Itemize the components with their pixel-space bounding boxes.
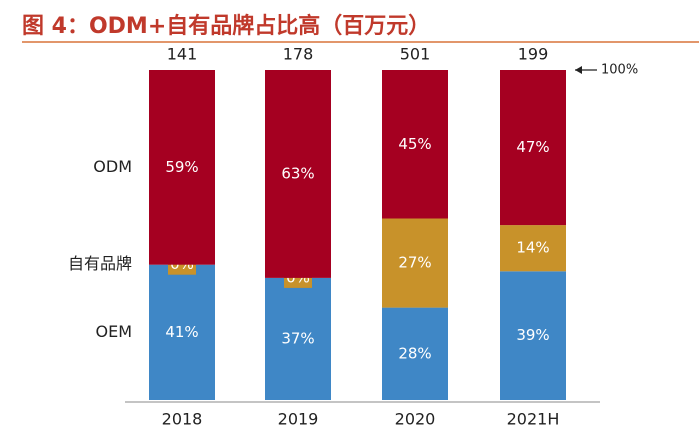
bar-segment xyxy=(500,271,566,400)
legend-label: 自有品牌 xyxy=(68,254,132,273)
annotation: 100% xyxy=(601,63,638,78)
x-tick-label: 2018 xyxy=(162,410,203,429)
bar-segment xyxy=(265,70,331,278)
bar-segment xyxy=(382,70,448,219)
x-tick-label: 2020 xyxy=(395,410,436,429)
total-label: 501 xyxy=(400,45,431,64)
legend-label: OEM xyxy=(95,322,132,341)
bar-segment xyxy=(500,225,566,272)
value-label: 63% xyxy=(281,164,314,182)
x-tick-label: 2019 xyxy=(278,410,319,429)
value-label: 39% xyxy=(516,326,549,344)
bar-segment xyxy=(149,264,215,400)
bar-segment xyxy=(382,307,448,400)
annotation-arrowhead xyxy=(575,66,582,74)
value-label: 41% xyxy=(165,323,198,341)
total-label: 141 xyxy=(167,45,198,64)
total-label: 199 xyxy=(518,45,549,64)
value-label: 45% xyxy=(398,135,431,153)
total-label: 178 xyxy=(283,45,314,64)
value-label: 14% xyxy=(516,239,549,257)
bar-segment xyxy=(265,277,331,400)
x-tick-label: 2021H xyxy=(507,410,560,429)
value-label: 28% xyxy=(398,344,431,362)
bar-segment xyxy=(149,70,215,265)
value-label: 37% xyxy=(281,329,314,347)
chart-title: 图 4：ODM+自有品牌占比高（百万元） xyxy=(22,13,430,39)
value-label: 27% xyxy=(398,254,431,272)
value-label: 59% xyxy=(165,158,198,176)
bar-segment xyxy=(382,218,448,308)
bar-segment xyxy=(500,70,566,226)
legend-label: ODM xyxy=(93,157,132,176)
value-label: 47% xyxy=(516,138,549,156)
